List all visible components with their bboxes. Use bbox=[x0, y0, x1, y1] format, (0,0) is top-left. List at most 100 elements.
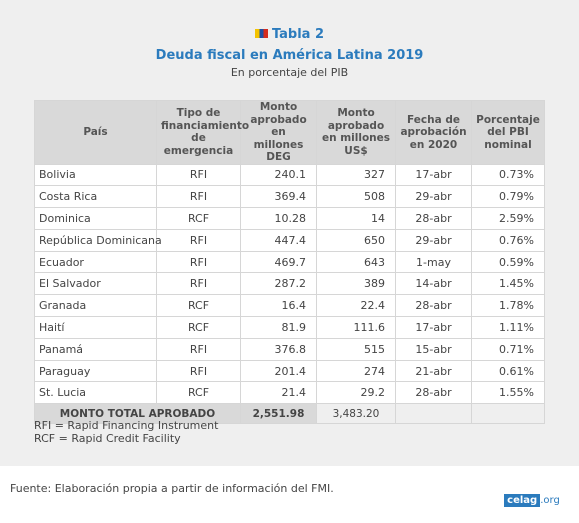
column-header: País bbox=[34, 100, 157, 165]
cell-usd: 111.6 bbox=[316, 316, 396, 339]
table-row: Ecuador RFI 469.7 643 1-may 0.59% bbox=[34, 250, 545, 274]
flag-icon bbox=[254, 29, 268, 38]
cell-deg: 16.4 bbox=[240, 294, 317, 318]
column-header: Tipo de financiamiento de emergencia bbox=[156, 100, 249, 165]
cell-usd: 508 bbox=[316, 185, 396, 209]
table-row: Paraguay RFI 201.4 274 21-abr 0.61% bbox=[34, 359, 545, 383]
cell-type: RCF bbox=[156, 207, 241, 230]
cell-usd: 643 bbox=[316, 250, 396, 274]
cell-type: RFI bbox=[156, 337, 241, 361]
table-row: Bolivia RFI 240.1 327 17-abr 0.73% bbox=[34, 163, 545, 187]
logo-domain: .org bbox=[540, 495, 560, 506]
celag-logo: celag .org bbox=[504, 493, 560, 508]
cell-date: 21-abr bbox=[395, 359, 472, 383]
table-subtitle: En porcentaje del PIB bbox=[230, 66, 349, 79]
cell-usd: 29.2 bbox=[316, 381, 396, 405]
cell-country: República Dominicana bbox=[34, 228, 162, 252]
cell-country: Bolivia bbox=[34, 163, 157, 187]
table-row: República Dominicana RFI 447.4 650 29-abr 0.7… bbox=[34, 228, 545, 252]
table-row: Dominica RCF 10.28 14 28-abr 2.59% bbox=[34, 207, 545, 230]
cell-date: 28-abr bbox=[395, 207, 472, 230]
table-row: St. Lucia RCF 21.4 29.2 28-abr 1.55% bbox=[34, 381, 545, 405]
table-header-row: País Tipo de financiamiento de emergenci… bbox=[34, 100, 545, 165]
cell-type: RCF bbox=[156, 316, 241, 339]
cell-date: 14-abr bbox=[395, 272, 472, 296]
cell-pct: 0.71% bbox=[471, 337, 545, 361]
cell-pct: 0.73% bbox=[471, 163, 545, 187]
cell-usd: 327 bbox=[316, 163, 396, 187]
total-usd: 3,483.20 bbox=[316, 403, 396, 425]
total-empty-cell bbox=[395, 403, 472, 425]
logo-name: celag bbox=[504, 494, 541, 507]
note-rcf: RCF = Rapid Credit Facility bbox=[34, 432, 181, 445]
table-row: Granada RCF 16.4 22.4 28-abr 1.78% bbox=[34, 294, 545, 318]
cell-pct: 0.59% bbox=[471, 250, 545, 274]
table-row: Haití RCF 81.9 111.6 17-abr 1.11% bbox=[34, 316, 545, 339]
column-header: Monto aprobado en millones US$ bbox=[316, 100, 396, 165]
cell-deg: 81.9 bbox=[240, 316, 317, 339]
table-notes: RFI = Rapid Financing Instrument RCF = R… bbox=[34, 419, 218, 445]
cell-deg: 10.28 bbox=[240, 207, 317, 230]
cell-date: 17-abr bbox=[395, 316, 472, 339]
cell-pct: 1.78% bbox=[471, 294, 545, 318]
table-tag-label: Tabla 2 bbox=[271, 27, 325, 42]
cell-date: 28-abr bbox=[395, 381, 472, 405]
cell-usd: 14 bbox=[316, 207, 396, 230]
cell-deg: 376.8 bbox=[240, 337, 317, 361]
cell-pct: 0.76% bbox=[471, 228, 545, 252]
cell-date: 29-abr bbox=[395, 185, 472, 209]
cell-type: RFI bbox=[156, 228, 241, 252]
cell-type: RFI bbox=[156, 250, 241, 274]
table-card: Tabla 2 Deuda fiscal en América Latina 2… bbox=[0, 0, 579, 466]
note-rfi: RFI = Rapid Financing Instrument bbox=[34, 419, 219, 432]
table-row: El Salvador RFI 287.2 389 14-abr 1.45% bbox=[34, 272, 545, 296]
cell-pct: 0.79% bbox=[471, 185, 545, 209]
cell-type: RCF bbox=[156, 294, 241, 318]
cell-country: Ecuador bbox=[34, 250, 157, 274]
table-title: Deuda fiscal en América Latina 2019 bbox=[155, 48, 424, 63]
cell-type: RFI bbox=[156, 163, 241, 187]
cell-usd: 650 bbox=[316, 228, 396, 252]
cell-country: Panamá bbox=[34, 337, 157, 361]
table-row: Panamá RFI 376.8 515 15-abr 0.71% bbox=[34, 337, 545, 361]
cell-deg: 447.4 bbox=[240, 228, 317, 252]
cell-type: RFI bbox=[156, 272, 241, 296]
cell-type: RFI bbox=[156, 359, 241, 383]
cell-country: El Salvador bbox=[34, 272, 157, 296]
cell-usd: 515 bbox=[316, 337, 396, 361]
column-header: Monto aprobado en millones DEG bbox=[240, 100, 317, 165]
cell-deg: 287.2 bbox=[240, 272, 317, 296]
cell-deg: 240.1 bbox=[240, 163, 317, 187]
debt-table: País Tipo de financiamiento de emergenci… bbox=[34, 100, 545, 425]
cell-country: Haití bbox=[34, 316, 157, 339]
cell-usd: 389 bbox=[316, 272, 396, 296]
cell-deg: 201.4 bbox=[240, 359, 317, 383]
cell-pct: 2.59% bbox=[471, 207, 545, 230]
cell-date: 15-abr bbox=[395, 337, 472, 361]
cell-country: Paraguay bbox=[34, 359, 157, 383]
cell-type: RFI bbox=[156, 185, 241, 209]
cell-country: Dominica bbox=[34, 207, 157, 230]
cell-type: RCF bbox=[156, 381, 241, 405]
table-tag: Tabla 2 bbox=[0, 27, 579, 42]
cell-deg: 369.4 bbox=[240, 185, 317, 209]
cell-pct: 0.61% bbox=[471, 359, 545, 383]
column-header: Fecha de aprobación en 2020 bbox=[395, 100, 472, 165]
cell-date: 28-abr bbox=[395, 294, 472, 318]
total-empty-cell bbox=[471, 403, 545, 425]
total-deg: 2,551.98 bbox=[240, 403, 317, 425]
cell-country: Costa Rica bbox=[34, 185, 157, 209]
cell-deg: 21.4 bbox=[240, 381, 317, 405]
cell-pct: 1.11% bbox=[471, 316, 545, 339]
cell-country: St. Lucia bbox=[34, 381, 157, 405]
total-label: MONTO TOTAL APROBADO bbox=[34, 403, 241, 425]
cell-deg: 469.7 bbox=[240, 250, 317, 274]
cell-usd: 274 bbox=[316, 359, 396, 383]
source-note: Fuente: Elaboración propia a partir de i… bbox=[10, 482, 334, 495]
cell-pct: 1.45% bbox=[471, 272, 545, 296]
column-header: Porcentaje del PBI nominal bbox=[471, 100, 545, 165]
total-row: MONTO TOTAL APROBADO 2,551.98 3,483.20 bbox=[34, 403, 545, 425]
cell-date: 29-abr bbox=[395, 228, 472, 252]
cell-pct: 1.55% bbox=[471, 381, 545, 405]
table-row: Costa Rica RFI 369.4 508 29-abr 0.79% bbox=[34, 185, 545, 209]
